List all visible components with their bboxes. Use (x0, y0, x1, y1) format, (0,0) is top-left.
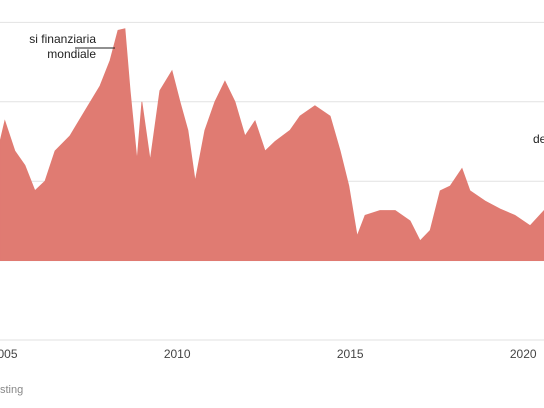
x-tick-label: 2005 (0, 347, 18, 361)
area (0, 28, 544, 261)
x-tick-label: 2010 (164, 347, 191, 361)
x-tick-label: 2015 (337, 347, 364, 361)
source: sting (0, 384, 23, 396)
x-tick-label: 2020 (510, 347, 537, 361)
annotation-text: si finanziaria (29, 32, 96, 46)
annotation-text: mondiale (47, 47, 96, 61)
annotation-text: de (533, 132, 544, 146)
